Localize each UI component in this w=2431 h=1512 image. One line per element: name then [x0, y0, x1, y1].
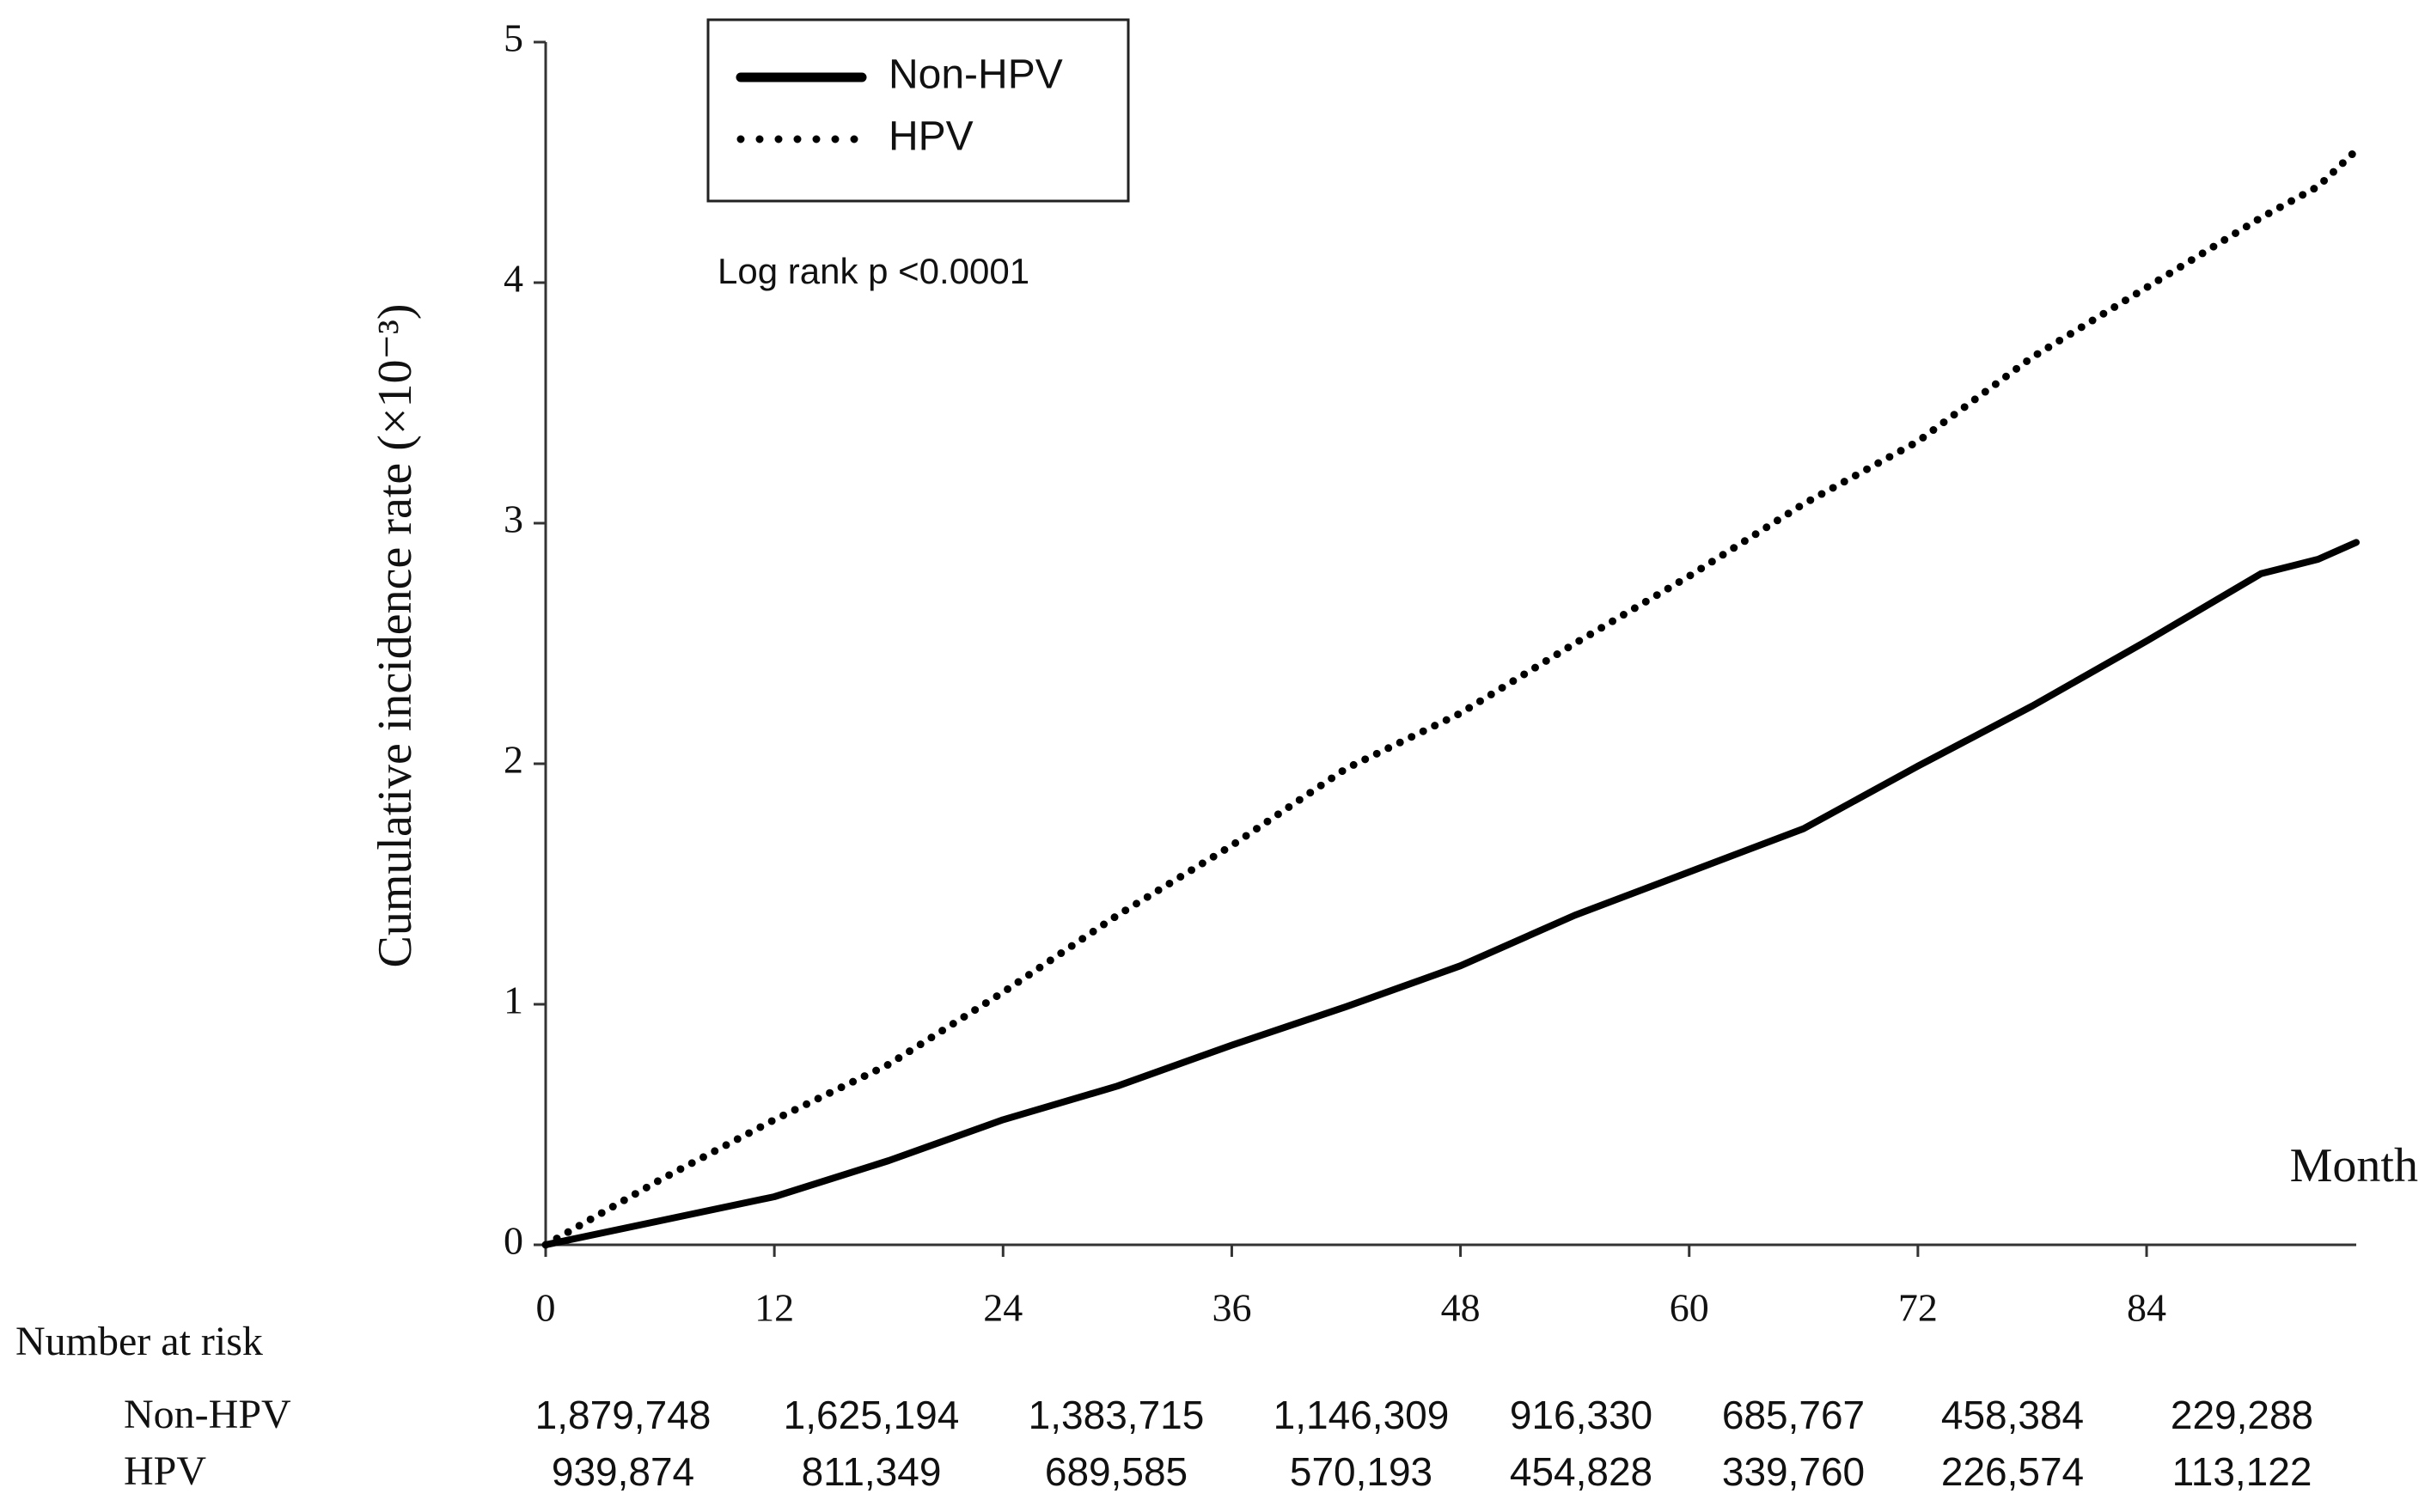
annotation: Log rank p <0.0001 — [718, 251, 1029, 291]
y-tick-label: 0 — [504, 1219, 523, 1263]
risk-value: 226,574 — [1941, 1449, 2084, 1494]
x-tick-label: 24 — [983, 1286, 1023, 1330]
y-tick-label: 5 — [504, 16, 523, 60]
risk-value: 570,193 — [1290, 1449, 1432, 1494]
y-tick-label: 3 — [504, 497, 523, 541]
risk-value: 458,384 — [1941, 1393, 2084, 1437]
risk-value: 689,585 — [1045, 1449, 1188, 1494]
risk-value: 1,146,309 — [1274, 1393, 1450, 1437]
risk-value: 1,383,715 — [1029, 1393, 1205, 1437]
x-tick-label: 84 — [2127, 1286, 2166, 1330]
risk-value: 1,625,194 — [784, 1393, 960, 1437]
series-line — [541, 146, 2361, 1249]
legend-label: Non-HPV — [889, 52, 1063, 98]
risk-value: 811,349 — [802, 1449, 942, 1494]
legend-box — [706, 18, 1130, 203]
x-tick-label: 72 — [1898, 1286, 1938, 1330]
legend-label: HPV — [889, 114, 974, 160]
series-line — [542, 539, 2360, 1248]
risk-value: 339,760 — [1722, 1449, 1865, 1494]
y-axis-label: Cumulative incidence rate (×10⁻³) — [369, 304, 422, 968]
y-tick-label: 1 — [504, 979, 523, 1022]
risk-value: 454,828 — [1510, 1449, 1652, 1494]
x-tick-label: 36 — [1212, 1286, 1251, 1330]
risk-value: 685,767 — [1722, 1393, 1865, 1437]
risk-value: 229,288 — [2171, 1393, 2313, 1437]
risk-row-name: HPV — [124, 1448, 206, 1494]
risk-value: 1,879,748 — [535, 1393, 712, 1437]
risk-value: 916,330 — [1510, 1393, 1652, 1437]
risk-value: 939,874 — [552, 1449, 694, 1494]
x-axis-label: Month — [2290, 1139, 2418, 1192]
risk-row-name: Non-HPV — [124, 1392, 291, 1437]
risk-value: 113,122 — [2172, 1449, 2312, 1494]
risk-table-title: Number at risk — [15, 1319, 263, 1364]
x-tick-label: 48 — [1441, 1286, 1481, 1330]
y-tick-label: 4 — [504, 257, 523, 301]
x-tick-label: 60 — [1670, 1286, 1709, 1330]
x-tick-label: 0 — [536, 1286, 556, 1330]
y-tick-label: 2 — [504, 738, 523, 782]
x-tick-label: 12 — [754, 1286, 794, 1330]
